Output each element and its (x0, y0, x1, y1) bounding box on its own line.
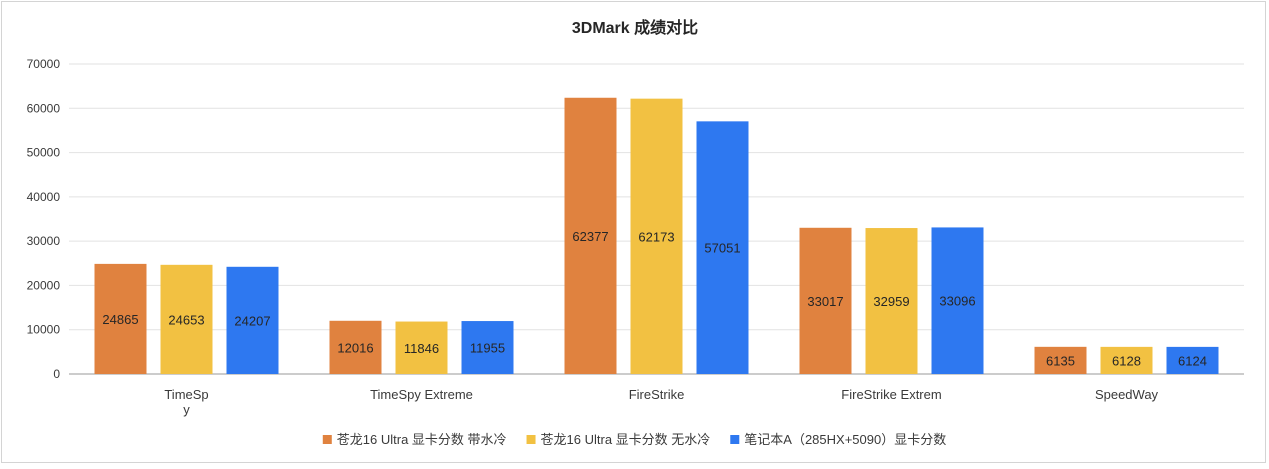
x-tick-label: FireStrike (629, 387, 685, 402)
legend-swatch (322, 435, 332, 444)
y-tick-label: 40000 (27, 190, 61, 204)
bar (564, 97, 617, 374)
legend-item: 苍龙16 Ultra 显卡分数 无水冷 (526, 432, 711, 447)
x-tick-label: SpeedWay (1095, 387, 1159, 402)
data-label: 33017 (807, 294, 843, 309)
data-labels: 24865 24653 24207 12016 11846 11955 62377 62173… (102, 229, 1207, 369)
y-tick-label: 70000 (27, 57, 61, 71)
y-tick-label: 20000 (27, 278, 61, 292)
data-label: 62173 (638, 229, 674, 244)
y-tick-label: 60000 (27, 101, 61, 115)
data-label: 32959 (873, 294, 909, 309)
legend-label: 苍龙16 Ultra 显卡分数 带水冷 (337, 432, 507, 447)
y-tick-label: 50000 (27, 146, 61, 160)
bar (395, 321, 448, 374)
x-axis-ticks: TimeSpy TimeSpy Extreme FireStrike FireStri… (164, 387, 1158, 417)
data-label: 57051 (704, 241, 740, 256)
bar (461, 321, 514, 374)
bars (94, 97, 1219, 375)
bar (1034, 346, 1087, 374)
legend-item: 苍龙16 Ultra 显卡分数 带水冷 (322, 432, 507, 447)
data-label: 6128 (1112, 353, 1141, 368)
legend-label: 笔记本A（285HX+5090）显卡分数 (744, 432, 946, 447)
data-label: 62377 (572, 229, 608, 244)
y-tick-label: 10000 (27, 323, 61, 337)
x-tick-label: TimeSpy Extreme (370, 387, 473, 402)
data-label: 11955 (470, 341, 505, 356)
x-tick-label: FireStrike Extrem (841, 387, 941, 402)
legend-swatch (526, 435, 536, 444)
chart-title: 3DMark 成绩对比 (572, 18, 698, 37)
bar (329, 320, 382, 374)
x-tick-label: TimeSp (164, 387, 208, 402)
data-label: 6124 (1178, 353, 1207, 368)
data-label: 33096 (939, 294, 975, 309)
legend-item: 笔记本A（285HX+5090）显卡分数 (730, 432, 946, 447)
legend-swatch (730, 435, 740, 444)
x-tick-label: y (183, 402, 190, 417)
data-label: 12016 (337, 340, 373, 355)
data-label: 6135 (1046, 353, 1075, 368)
data-label: 11846 (404, 341, 439, 356)
data-label: 24865 (102, 312, 138, 327)
bar (1166, 346, 1219, 374)
bar (226, 266, 279, 374)
y-tick-label: 30000 (27, 234, 61, 248)
bar (630, 98, 683, 375)
bar (160, 264, 213, 374)
bar (931, 227, 984, 374)
bar (1100, 346, 1153, 374)
y-axis-ticks: 0 10000 20000 30000 40000 50000 60000 70000 (27, 57, 61, 381)
bar (799, 227, 852, 374)
legend: 苍龙16 Ultra 显卡分数 带水冷 苍龙16 Ultra 显卡分数 无水冷 笔记… (322, 432, 946, 447)
data-label: 24207 (234, 313, 270, 328)
bar (865, 228, 918, 374)
legend-label: 苍龙16 Ultra 显卡分数 无水冷 (541, 432, 711, 447)
y-tick-label: 0 (53, 367, 60, 381)
bar (696, 121, 749, 374)
bar (94, 263, 147, 374)
data-label: 24653 (168, 312, 204, 327)
